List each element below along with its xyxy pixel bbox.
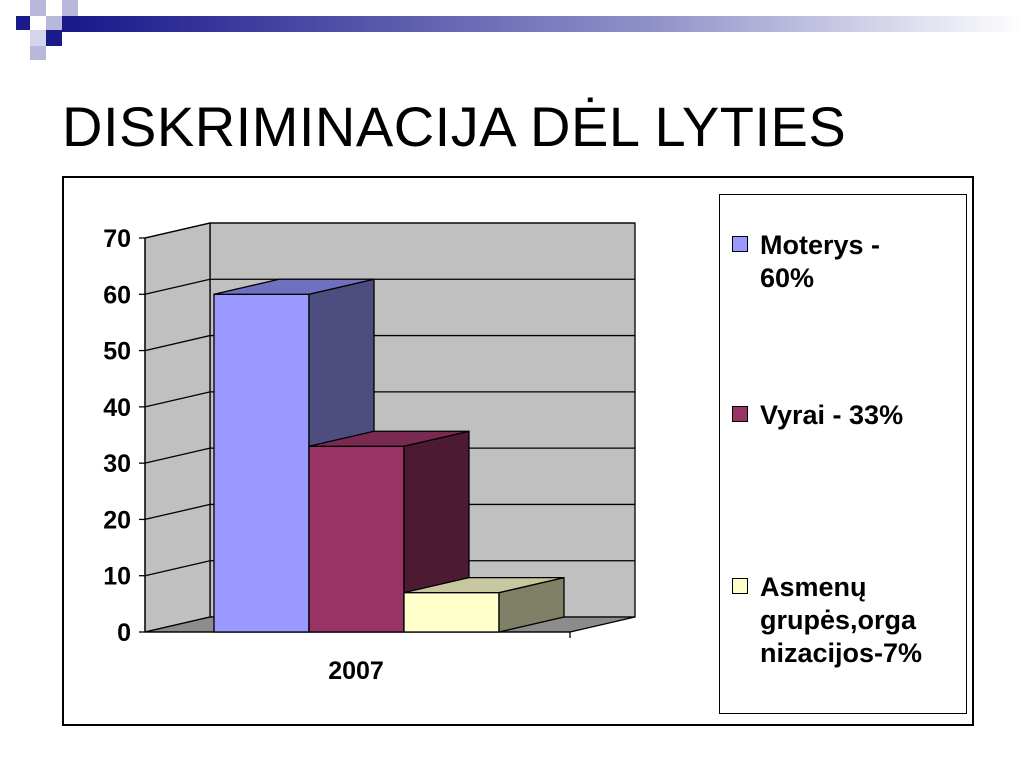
y-tick-label: 30 bbox=[103, 450, 131, 478]
legend-swatch-moterys bbox=[732, 236, 748, 252]
deco-square bbox=[30, 0, 46, 16]
deco-square bbox=[62, 0, 78, 16]
chart-frame bbox=[62, 176, 974, 726]
gridline bbox=[144, 447, 635, 464]
bar-front bbox=[213, 293, 310, 633]
gridline bbox=[144, 503, 635, 521]
legend-label-vyrai: Vyrai - 33% bbox=[760, 400, 904, 430]
gridline bbox=[144, 278, 635, 295]
deco-square bbox=[46, 30, 62, 46]
deco-gradient-bar bbox=[78, 16, 1024, 32]
y-tick-label: 70 bbox=[103, 225, 131, 253]
slide-title: DISKRIMINACIJA DĖL LYTIES bbox=[62, 95, 847, 158]
legend-label-asmenu: Asmenų grupės,orga nizacijos-7% bbox=[760, 572, 923, 668]
legend-item-vyrai: Vyrai - 33% bbox=[732, 399, 960, 432]
y-tick-label: 10 bbox=[103, 563, 131, 591]
y-tick-label: 40 bbox=[103, 394, 131, 422]
gridline bbox=[144, 222, 635, 239]
deco-square bbox=[62, 16, 78, 32]
bar-top bbox=[403, 576, 565, 594]
legend-swatch-asmenu bbox=[732, 578, 748, 594]
chart-legend: Moterys - 60% Vyrai - 33% Asmenų grupės,… bbox=[719, 194, 967, 714]
chart-side-wall bbox=[144, 222, 211, 633]
bar-front bbox=[403, 591, 500, 633]
legend-item-asmenu: Asmenų grupės,orga nizacijos-7% bbox=[732, 571, 960, 670]
legend-swatch-vyrai bbox=[732, 406, 748, 422]
deco-square bbox=[46, 16, 62, 32]
slide-decoration bbox=[16, 0, 1024, 60]
bar-top bbox=[308, 430, 470, 447]
bar-front bbox=[308, 445, 405, 633]
bar-top bbox=[213, 278, 375, 295]
y-tick-label: 20 bbox=[103, 506, 131, 534]
y-tick-label: 0 bbox=[117, 619, 131, 647]
y-tick-label: 60 bbox=[103, 281, 131, 309]
gridline bbox=[144, 560, 635, 577]
legend-item-moterys: Moterys - 60% bbox=[732, 229, 960, 295]
deco-square bbox=[30, 46, 46, 60]
deco-square bbox=[30, 30, 46, 46]
gridline bbox=[144, 334, 635, 352]
y-tick-label: 50 bbox=[103, 338, 131, 366]
gridline bbox=[144, 391, 635, 408]
deco-square bbox=[16, 16, 30, 30]
legend-label-moterys: Moterys - 60% bbox=[760, 230, 881, 293]
x-tick-label: 2007 bbox=[328, 657, 384, 685]
